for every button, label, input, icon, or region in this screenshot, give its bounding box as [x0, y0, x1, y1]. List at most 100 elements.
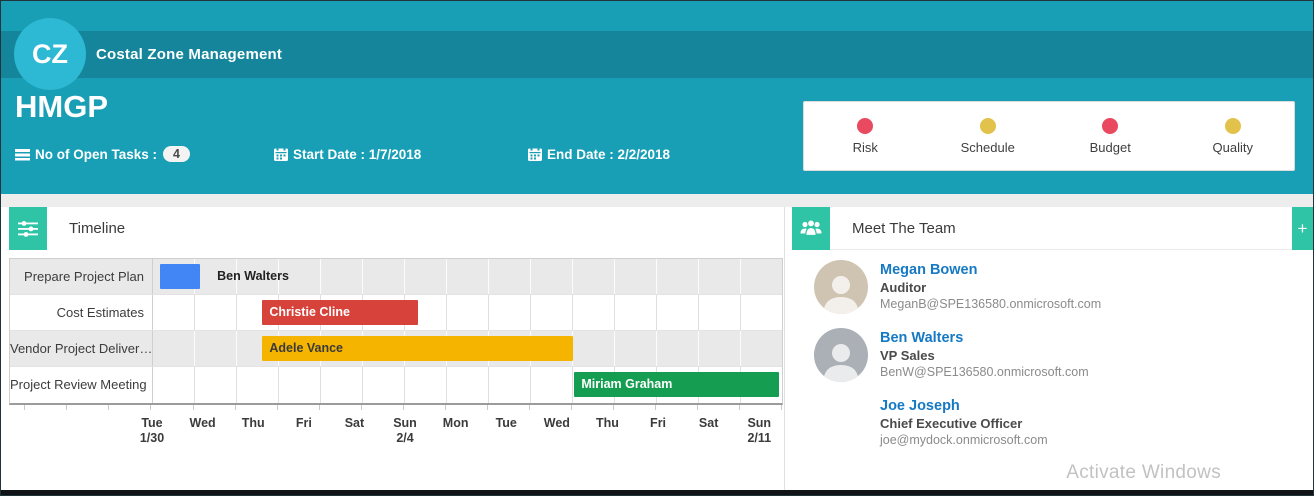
- site-header: Costal Zone Management: [1, 31, 1313, 78]
- sliders-icon: [18, 220, 38, 237]
- axis-day: Tue: [141, 416, 163, 430]
- gantt-bar[interactable]: [573, 372, 779, 397]
- member-avatar[interactable]: [814, 396, 868, 450]
- status-dot-icon: [979, 117, 996, 134]
- open-tasks-label: No of Open Tasks :: [35, 146, 158, 162]
- calendar-icon: [274, 147, 288, 161]
- end-date-label: End Date : 2/2/2018: [547, 146, 671, 162]
- section-divider: [784, 207, 785, 492]
- gantt-track: Adele Vance: [153, 331, 782, 366]
- team-title: Meet The Team: [852, 219, 956, 237]
- team-list: Megan Bowen Auditor MeganB@SPE136580.onm…: [792, 250, 1313, 450]
- gantt-row: Cost Estimates Christie Cline: [10, 295, 782, 331]
- gantt-track: Ben Walters: [153, 259, 782, 294]
- project-stats: No of Open Tasks : 4 Start Date : 1/7/20…: [15, 146, 670, 162]
- status-indicator: Risk: [804, 102, 927, 170]
- gantt-bar-assignee: Ben Walters: [217, 269, 289, 283]
- gantt-task-name: Prepare Project Plan: [10, 259, 153, 294]
- axis-day: Thu: [595, 416, 619, 430]
- project-title: HMGP: [15, 89, 108, 124]
- member-name-link[interactable]: Ben Walters: [880, 330, 964, 346]
- gantt-axis-label: Sun 2/4: [393, 416, 417, 446]
- gantt-task-name: Vendor Project Deliver…: [10, 331, 153, 366]
- axis-day: Mon: [442, 416, 469, 430]
- timeline-title: Timeline: [69, 220, 126, 237]
- gantt-bar-assignee: Miriam Graham: [581, 377, 673, 391]
- member-role: Auditor: [880, 280, 927, 295]
- gantt-task-name: Cost Estimates: [10, 295, 153, 330]
- open-tasks-stat: No of Open Tasks : 4: [15, 146, 274, 162]
- gantt-row: Vendor Project Deliver… Adele Vance: [10, 331, 782, 367]
- member-email: BenW@SPE136580.onmicrosoft.com: [880, 365, 1089, 379]
- status-indicator-label: Budget: [1089, 139, 1131, 155]
- axis-day: Wed: [543, 416, 570, 430]
- gantt-axis: Tue 1/30 Wed Thu: [140, 410, 783, 452]
- gantt-bar[interactable]: [159, 264, 200, 289]
- open-tasks-count-badge: 4: [163, 146, 190, 162]
- status-dot-icon: [1102, 117, 1119, 134]
- status-indicator-label: Schedule: [960, 139, 1015, 155]
- member-info: Megan Bowen Auditor MeganB@SPE136580.onm…: [880, 260, 1101, 314]
- axis-date: 1/30: [139, 431, 165, 445]
- content-top-strip: [1, 194, 1313, 207]
- member-avatar[interactable]: [814, 328, 868, 382]
- project-header: HMGP No of Open Tasks : 4: [1, 78, 1313, 194]
- status-indicator: Budget: [1049, 102, 1172, 170]
- gantt-bar-assignee: Adele Vance: [269, 341, 344, 355]
- start-date-label: Start Date : 1/7/2018: [293, 146, 422, 162]
- axis-day: Sat: [344, 416, 365, 430]
- gantt-track: Miriam Graham: [153, 367, 782, 403]
- bottom-bar: [1, 490, 1313, 495]
- gantt-axis-label: Wed: [190, 416, 216, 431]
- gantt-chart: Prepare Project Plan Ben Walters Cost Es…: [9, 258, 783, 405]
- add-member-button[interactable]: +: [1292, 207, 1313, 250]
- axis-day: Tue: [495, 416, 517, 430]
- task-list-icon: [15, 148, 30, 160]
- member-info: Joe Joseph Chief Executive Officer joe@m…: [880, 396, 1048, 450]
- status-dot-icon: [857, 117, 874, 134]
- axis-day: Thu: [241, 416, 265, 430]
- timeline-header: Timeline: [9, 207, 784, 250]
- team-icon-tile: [792, 206, 830, 250]
- site-title: Costal Zone Management: [96, 46, 283, 63]
- member-email: MeganB@SPE136580.onmicrosoft.com: [880, 297, 1102, 311]
- project-status-panel: Risk Schedule Budget Quality: [803, 101, 1295, 171]
- gantt-axis-label: Wed: [544, 416, 570, 431]
- axis-day: Fri: [295, 416, 312, 430]
- member-name-link[interactable]: Megan Bowen: [880, 262, 978, 278]
- gantt-axis-label: Fri: [296, 416, 312, 431]
- gantt-axis-label: Thu: [242, 416, 265, 431]
- gantt-axis-ticks: [9, 405, 783, 410]
- gantt-track: Christie Cline: [153, 295, 782, 330]
- start-date-stat: Start Date : 1/7/2018: [274, 147, 528, 162]
- gantt-bar[interactable]: [262, 300, 418, 325]
- axis-day: Sun: [747, 416, 772, 430]
- member-name-link[interactable]: Joe Joseph: [880, 398, 960, 414]
- member-role: VP Sales: [880, 348, 935, 363]
- team-member-row: Joe Joseph Chief Executive Officer joe@m…: [814, 396, 1313, 450]
- team-header: Meet The Team +: [792, 206, 1313, 250]
- gantt-row: Prepare Project Plan Ben Walters: [10, 259, 782, 295]
- gantt-axis-label: Mon: [443, 416, 469, 431]
- person-silhouette-icon: [823, 276, 859, 314]
- top-strip: [1, 1, 1313, 31]
- gantt-bar[interactable]: [262, 336, 573, 361]
- gantt-axis-label: Sat: [345, 416, 364, 431]
- activate-windows-watermark: Activate Windows: [1066, 462, 1221, 483]
- axis-date: 2/4: [396, 431, 414, 445]
- axis-date: 2/11: [747, 431, 772, 445]
- status-indicator: Schedule: [927, 102, 1050, 170]
- person-silhouette-icon: [823, 344, 859, 382]
- member-avatar[interactable]: [814, 260, 868, 314]
- axis-day: Fri: [650, 416, 667, 430]
- status-indicator: Quality: [1172, 102, 1295, 170]
- gantt-row: Project Review Meeting Miriam Graham: [10, 367, 782, 403]
- timeline-card: Timeline Prepare Project Plan Ben Walter…: [1, 207, 784, 492]
- axis-day: Wed: [189, 416, 216, 430]
- gantt-axis-label: Tue 1/30: [140, 416, 164, 446]
- site-logo[interactable]: CZ: [14, 18, 86, 90]
- axis-day: Sat: [698, 416, 719, 430]
- person-silhouette-icon: [823, 412, 859, 450]
- status-dot-icon: [1224, 117, 1241, 134]
